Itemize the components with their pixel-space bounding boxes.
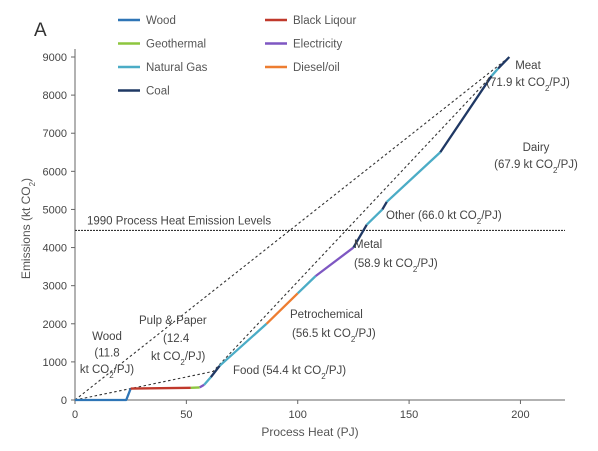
annotation-text: kt CO2/PJ) <box>151 351 205 367</box>
curve-segment <box>296 275 317 295</box>
curve-segment <box>352 224 368 249</box>
curve-segment <box>381 201 388 211</box>
annotation-text: (56.5 kt CO2/PJ) <box>292 328 376 344</box>
legend-label: Black Liqour <box>293 15 356 27</box>
curve-segment <box>365 208 384 226</box>
legend-label: Wood <box>146 15 176 27</box>
x-tick-label: 50 <box>180 409 192 421</box>
annotation-text: Pulp & Paper <box>139 315 207 327</box>
dashed-envelope-line <box>74 56 510 401</box>
y-axis-title: Emissions (kt CO2) <box>19 178 37 279</box>
reference-line-label: 1990 Process Heat Emission Levels <box>87 215 271 227</box>
annotation-text: Meat <box>515 60 541 72</box>
y-tick-label: 2000 <box>43 319 67 331</box>
curve-segment <box>439 75 493 153</box>
legend-label: Electricity <box>293 39 342 51</box>
y-tick-label: 4000 <box>43 243 67 255</box>
legend-label: Geothermal <box>146 39 206 51</box>
legend-label: Coal <box>146 86 170 98</box>
annotation-text: Wood <box>92 331 122 343</box>
curve-segment <box>199 383 205 389</box>
curve-segment <box>219 322 268 367</box>
legend-label: Natural Gas <box>146 62 208 74</box>
curve-segment <box>209 364 221 378</box>
curve-segment <box>265 292 299 325</box>
curve-segment <box>203 376 212 386</box>
annotation-text: kt CO2/PJ) <box>80 364 134 380</box>
x-tick-label: 150 <box>400 409 418 421</box>
annotation-text: (58.9 kt CO2/PJ) <box>354 258 438 274</box>
y-tick-label: 0 <box>61 395 67 407</box>
annotation-text: Food (54.4 kt CO2/PJ) <box>233 365 346 381</box>
panel-label: A <box>34 20 47 41</box>
x-tick-label: 0 <box>72 409 78 421</box>
annotation-text: (12.4 <box>163 333 190 345</box>
y-tick-label: 1000 <box>43 357 67 369</box>
y-tick-label: 5000 <box>43 204 67 216</box>
dashed-envelope-line <box>74 56 510 401</box>
annotation-text: Metal <box>354 239 382 251</box>
annotation-text: (67.9 kt CO2/PJ) <box>494 159 578 175</box>
y-tick-label: 7000 <box>43 128 67 140</box>
curve-segment <box>497 56 511 70</box>
annotation-text: (71.9 kt CO2/PJ) <box>486 77 570 93</box>
x-tick-label: 200 <box>511 409 529 421</box>
legend-label: Diesel/oil <box>293 62 340 74</box>
annotation-text: (11.8 <box>94 348 119 360</box>
annotation-text: Other (66.0 kt CO2/PJ) <box>386 210 502 226</box>
y-tick-label: 8000 <box>43 90 67 102</box>
curve-segment <box>75 388 132 402</box>
annotation-text: Dairy <box>523 142 550 154</box>
curve-segment <box>490 67 500 77</box>
curve-segment <box>130 386 191 390</box>
x-tick-label: 100 <box>289 409 307 421</box>
x-axis-title: Process Heat (PJ) <box>261 425 358 439</box>
curve-segment <box>314 246 355 278</box>
y-tick-label: 6000 <box>43 166 67 178</box>
annotation-text: Petrochemical <box>290 309 363 321</box>
y-tick-label: 3000 <box>43 281 67 293</box>
y-tick-label: 9000 <box>43 52 67 64</box>
curve-segment <box>386 151 442 203</box>
